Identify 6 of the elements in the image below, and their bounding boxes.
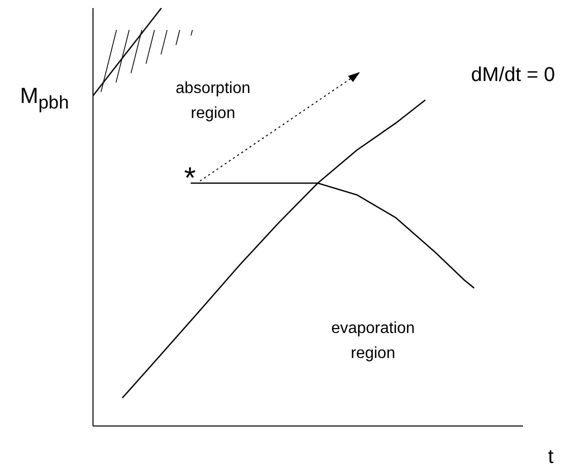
y-axis-title: M$_{pbh}$: [20, 83, 69, 114]
x-axis-title: t: [548, 446, 554, 469]
annotation: *: [183, 162, 197, 195]
annotation: dM/dt = 0: [470, 63, 556, 88]
annotation: evaporation region: [330, 319, 416, 364]
annotation: absorption region: [174, 79, 252, 124]
